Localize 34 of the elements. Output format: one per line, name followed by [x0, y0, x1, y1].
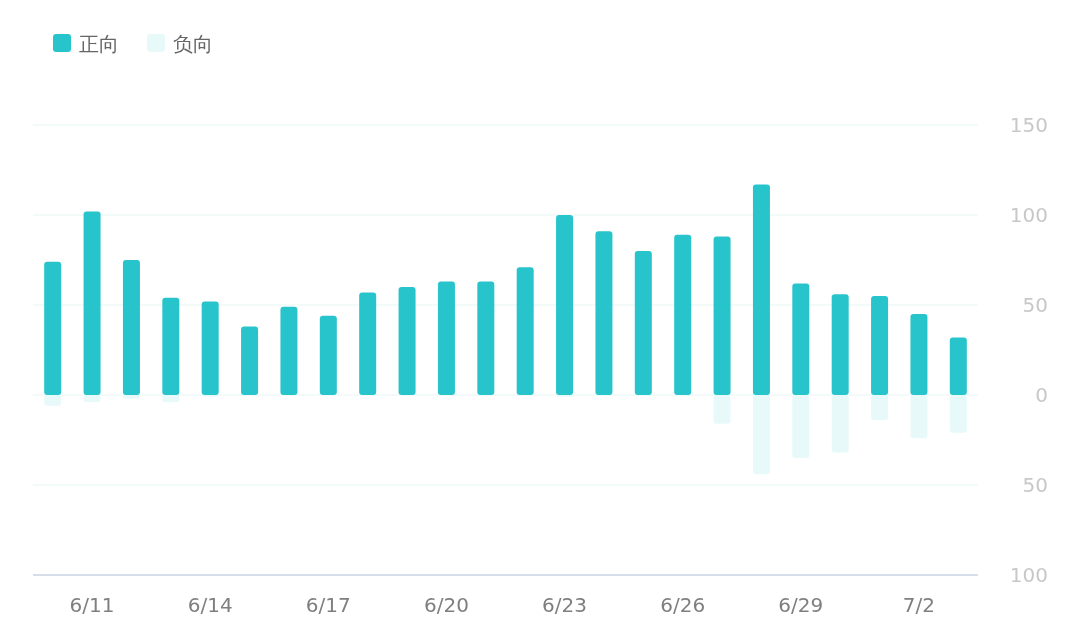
bar [752, 184, 770, 395]
x-tick-label: 6/20 [423, 593, 469, 617]
bar [162, 297, 180, 395]
bar [359, 292, 377, 395]
bar [44, 261, 62, 395]
bar [910, 314, 928, 395]
legend-label: 正向 [79, 32, 119, 56]
bar [398, 287, 416, 395]
x-tick-label: 6/29 [778, 593, 824, 617]
bar [280, 306, 298, 395]
legend-label: 负向 [173, 32, 213, 56]
x-tick-label: 7/2 [902, 593, 936, 617]
x-tick-label: 6/23 [542, 593, 588, 617]
x-tick-label: 6/26 [660, 593, 706, 617]
bar [792, 283, 810, 395]
bar [122, 260, 140, 395]
bar [634, 251, 652, 395]
bar [516, 267, 534, 395]
x-tick-label: 6/17 [305, 593, 351, 617]
bar [83, 211, 101, 395]
bar [831, 294, 849, 395]
x-tick-label: 6/11 [69, 593, 115, 617]
bar [949, 337, 967, 395]
bar [674, 234, 692, 395]
bar [556, 215, 574, 395]
x-tick-label: 6/14 [187, 593, 233, 617]
bar [713, 236, 731, 395]
bar [871, 296, 889, 395]
bar [477, 281, 495, 395]
bar [319, 315, 337, 395]
bar [201, 301, 219, 395]
bar [437, 281, 455, 395]
bar [241, 326, 259, 395]
bar [595, 231, 613, 395]
